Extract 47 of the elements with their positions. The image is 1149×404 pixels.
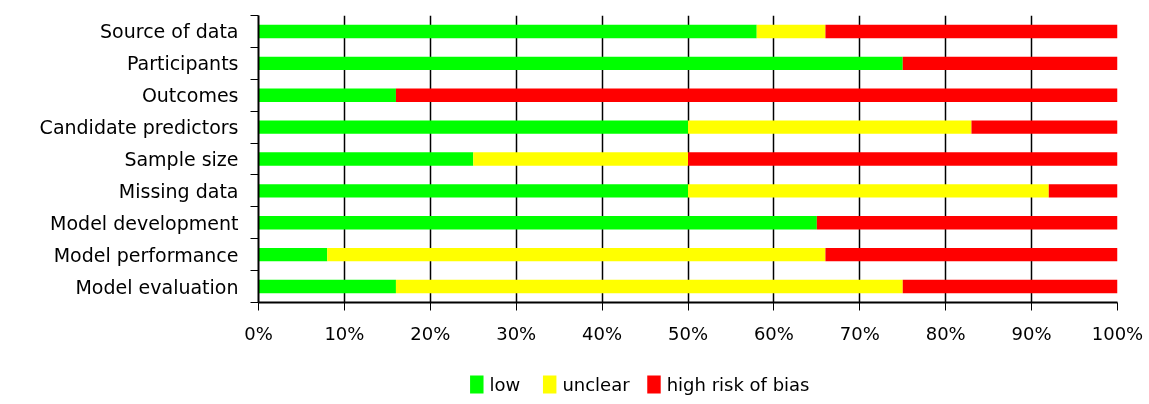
y-tick-label: Model development: [50, 211, 239, 234]
bar: [258, 247, 328, 262]
x-tick-label: 0%: [244, 322, 273, 344]
bar: [816, 216, 1118, 230]
bar: [902, 279, 1118, 294]
bar: [258, 216, 817, 230]
x-tick-label: 20%: [410, 322, 451, 344]
bar: [258, 88, 396, 102]
bar: [327, 247, 826, 262]
legend-label: low: [489, 374, 521, 395]
y-tick-label: Model evaluation: [75, 275, 239, 298]
bar: [395, 279, 903, 294]
bar: [395, 88, 1118, 102]
y-tick-label: Candidate predictors: [39, 116, 239, 139]
bar: [258, 24, 757, 39]
bar: [971, 120, 1118, 134]
legend-label: unclear: [562, 374, 631, 395]
x-tick-label: 50%: [668, 322, 709, 344]
x-tick-label: 90%: [1011, 322, 1052, 344]
bar: [688, 120, 972, 134]
bar: [1048, 184, 1118, 198]
x-tick-label: 30%: [496, 322, 537, 344]
x-tick-label: 60%: [753, 322, 794, 344]
bar: [688, 152, 1118, 166]
y-tick-label: Participants: [126, 52, 239, 75]
x-tick-label: 10%: [324, 322, 365, 344]
y-tick-label: Source of data: [100, 20, 239, 43]
bar: [258, 184, 688, 198]
bar: [825, 24, 1118, 39]
y-tick-label: Missing data: [118, 179, 239, 202]
x-tick-label: 40%: [582, 322, 623, 344]
bar: [258, 279, 396, 294]
bar: [688, 184, 1049, 198]
bar: [902, 56, 1118, 71]
x-tick-label: 70%: [839, 322, 880, 344]
bar: [756, 24, 826, 39]
bar: [258, 152, 474, 166]
bar: [258, 56, 903, 71]
legend-label: high risk of bias: [666, 374, 810, 395]
bar: [825, 247, 1118, 262]
bar: [473, 152, 688, 166]
y-tick-label: Outcomes: [141, 84, 239, 107]
x-tick-label: 100%: [1091, 322, 1144, 344]
y-tick-label: Sample size: [124, 148, 239, 170]
x-tick-label: 80%: [925, 322, 966, 344]
bar: [258, 120, 688, 134]
y-tick-label: Model performance: [53, 243, 239, 266]
